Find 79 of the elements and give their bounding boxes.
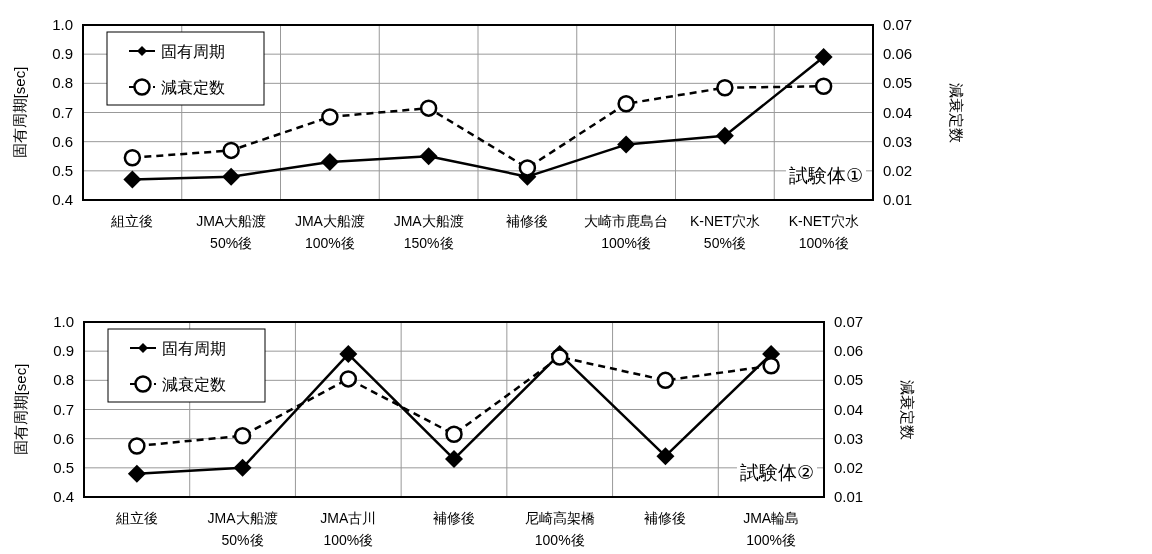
- y2-tick-label: 0.04: [883, 103, 913, 121]
- point: [445, 450, 463, 469]
- point: [339, 370, 358, 388]
- y2-axis-title: 減衰定数: [899, 379, 916, 440]
- y2-tick-label: 0.05: [834, 371, 864, 389]
- y2-tick-label: 0.01: [834, 488, 864, 505]
- point: [716, 78, 734, 97]
- y2-axis-title: 減衰定数: [948, 82, 965, 143]
- x-tick-label: JMA古川 100%後: [320, 510, 377, 548]
- x-tick-label: 大崎市鹿島台 100%後: [584, 213, 669, 251]
- y2-tick-label: 0.02: [834, 458, 864, 476]
- annotation: 試験体①: [788, 165, 863, 186]
- y-tick-label: 1.0: [52, 16, 73, 33]
- y-tick-label: 0.6: [53, 429, 74, 447]
- point: [715, 126, 734, 145]
- point: [419, 99, 438, 117]
- y-tick-label: 0.6: [52, 132, 73, 150]
- y2-tick-label: 0.05: [883, 74, 913, 92]
- x-tick-label: 補修後: [433, 510, 475, 526]
- y2-tick-label: 0.04: [834, 400, 864, 418]
- point: [339, 345, 358, 364]
- x-tick-label: K-NET穴水 100%後: [788, 213, 859, 251]
- y2-tick-label: 0.06: [883, 45, 913, 63]
- point: [814, 48, 833, 67]
- x-tick-label: 補修後: [506, 213, 549, 229]
- point: [222, 167, 241, 186]
- y2-tick-label: 0.01: [883, 191, 913, 208]
- point: [762, 357, 780, 375]
- x-tick-label: K-NET穴水 50%後: [689, 213, 760, 251]
- point: [445, 425, 463, 444]
- x-tick-label: JMA輪島 100%後: [743, 510, 800, 548]
- x-tick-label: JMA大船渡 50%後: [196, 213, 267, 251]
- x-tick-label: 補修後: [644, 510, 687, 526]
- y2-tick-label: 0.07: [834, 313, 864, 330]
- legend-label: 固有周期: [161, 43, 225, 60]
- point: [518, 159, 537, 177]
- y2-tick-label: 0.03: [834, 429, 864, 447]
- point: [233, 427, 252, 445]
- y-tick-label: 0.8: [52, 74, 73, 92]
- y-tick-label: 0.7: [53, 400, 74, 418]
- y2-tick-label: 0.03: [883, 132, 913, 150]
- legend-label: 減衰定数: [161, 79, 225, 96]
- y-tick-label: 1.0: [53, 313, 74, 330]
- y-tick-label: 0.9: [52, 45, 73, 63]
- y-tick-label: 0.5: [52, 161, 73, 179]
- y-tick-label: 0.7: [52, 103, 73, 121]
- y2-tick-label: 0.07: [883, 16, 913, 33]
- point: [127, 464, 146, 483]
- legend-label: 減衰定数: [162, 376, 226, 393]
- point: [419, 147, 438, 166]
- x-tick-label: JMA大船渡 100%後: [294, 213, 365, 251]
- y2-tick-label: 0.02: [883, 161, 913, 179]
- y-tick-label: 0.4: [52, 191, 73, 208]
- point: [617, 95, 635, 113]
- y-tick-label: 0.9: [53, 342, 74, 360]
- point: [233, 458, 252, 477]
- y-tick-label: 0.8: [53, 371, 74, 389]
- x-tick-label: 組立後: [110, 213, 154, 229]
- y-axis-title: 固有周期[sec]: [11, 66, 28, 159]
- y-tick-label: 0.5: [53, 458, 74, 476]
- point: [123, 170, 142, 189]
- point: [617, 135, 636, 154]
- x-tick-label: JMA大船渡 150%後: [393, 213, 464, 251]
- x-tick-label: JMA大船渡 50%後: [207, 510, 278, 548]
- point: [222, 141, 240, 160]
- point: [321, 108, 339, 126]
- annotation: 試験体②: [739, 462, 814, 483]
- x-tick-label: 組立後: [114, 510, 158, 526]
- y-axis-title: 固有周期[sec]: [12, 363, 29, 456]
- y-tick-label: 0.4: [53, 488, 74, 505]
- point: [123, 148, 142, 167]
- legend-label: 固有周期: [162, 340, 226, 357]
- point: [320, 153, 339, 172]
- y2-tick-label: 0.06: [834, 342, 864, 360]
- point: [128, 437, 146, 455]
- point: [814, 77, 833, 95]
- point: [656, 371, 675, 390]
- point: [656, 447, 675, 466]
- x-tick-label: 尼崎高架橋 100%後: [524, 510, 595, 548]
